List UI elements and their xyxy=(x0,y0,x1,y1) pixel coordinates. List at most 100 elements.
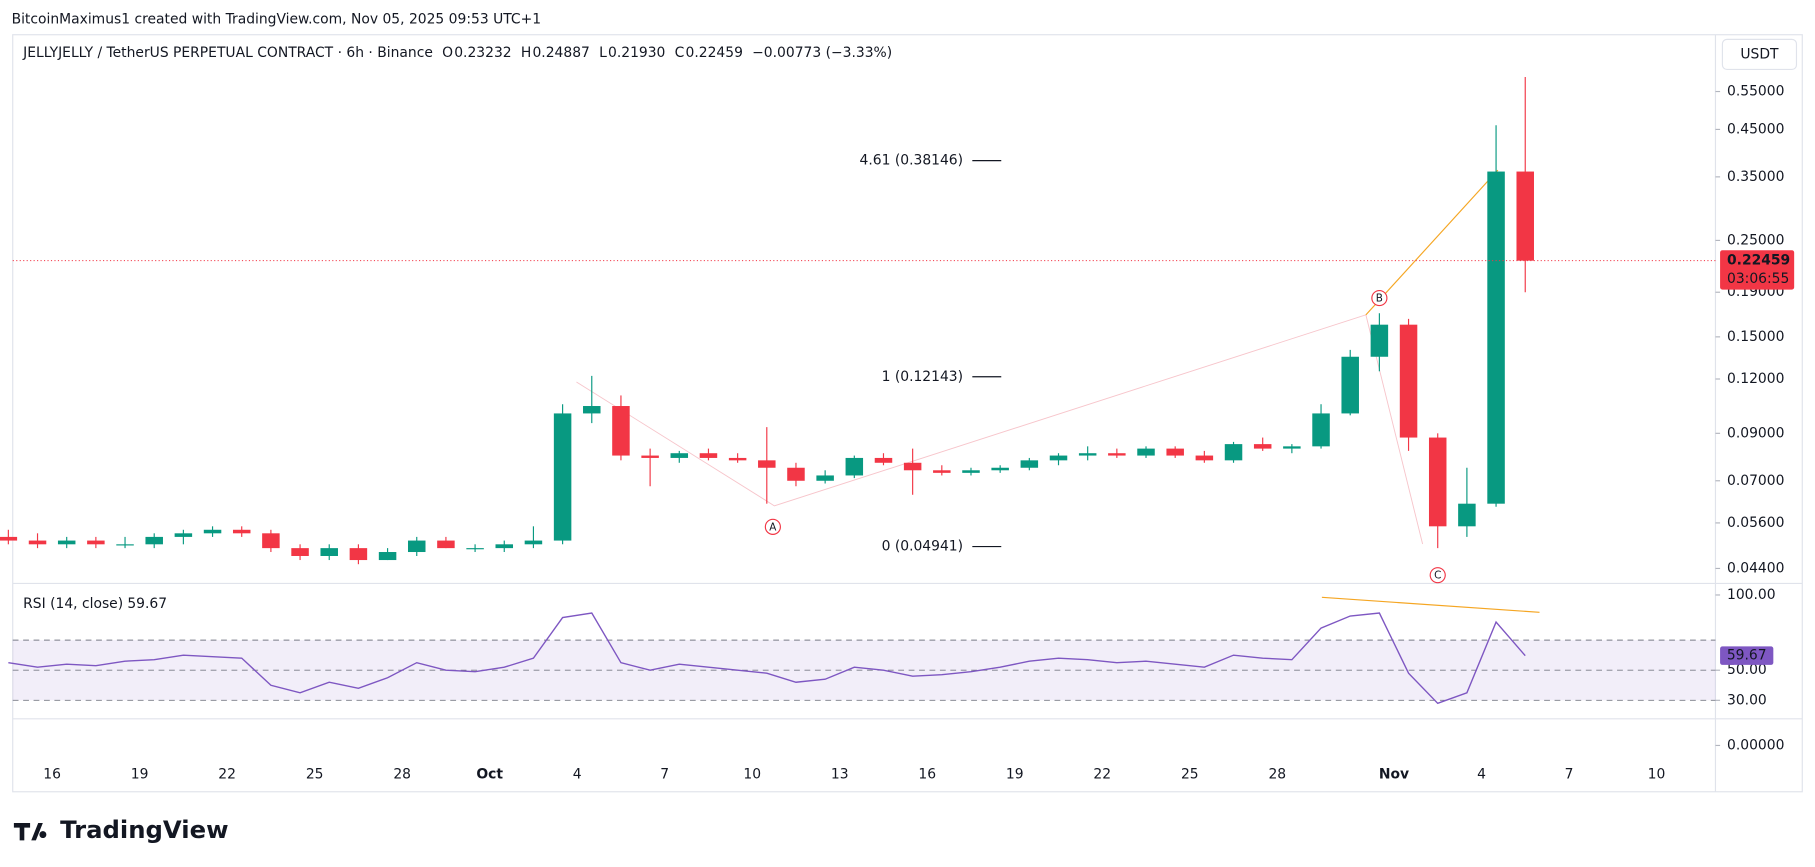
x-tick-label: 25 xyxy=(306,766,324,782)
currency-button[interactable] xyxy=(1721,38,1798,71)
ohlc-value: 0.21930 xyxy=(608,45,665,61)
candle-body xyxy=(262,533,280,549)
candle-body xyxy=(1137,448,1155,456)
brand: TradingView xyxy=(60,815,228,844)
candle-body xyxy=(28,540,47,545)
x-tick-label: 16 xyxy=(43,766,61,782)
candle-body xyxy=(728,457,747,461)
x-tick-label: 22 xyxy=(1093,766,1111,782)
caption: BitcoinMaximus1 created with TradingView… xyxy=(12,12,541,28)
y-tick-label: 0.25000 xyxy=(1727,232,1784,248)
y-tick-label: 0.00000 xyxy=(1727,737,1784,753)
fib-label: 4.61 (0.38146) xyxy=(860,153,964,169)
divergence-line xyxy=(1321,596,1540,613)
y-tick-label: 0.04400 xyxy=(1727,560,1784,576)
pattern-label: C xyxy=(1434,570,1441,582)
pattern-point xyxy=(764,518,781,535)
ohlc-value: 0.23232 xyxy=(454,45,511,61)
y-tick-label: 0.12000 xyxy=(1727,371,1784,387)
x-tick-label: 4 xyxy=(573,766,582,782)
x-tick-label: 10 xyxy=(743,766,761,782)
candle-body xyxy=(933,470,951,473)
y-tick-label: 0.55000 xyxy=(1727,84,1784,100)
x-tick-label: 13 xyxy=(831,766,849,782)
ohlc-label: H xyxy=(521,45,531,61)
y-tick-label: 0.35000 xyxy=(1727,169,1784,185)
abc-pattern xyxy=(576,314,1424,545)
y-tick-label: 30.00 xyxy=(1727,692,1767,708)
candle-body xyxy=(1399,324,1418,438)
pattern-label: A xyxy=(769,521,777,533)
pattern-label: B xyxy=(1376,293,1383,305)
candle-body xyxy=(1195,455,1214,461)
rsi-value: 59.67 xyxy=(127,596,167,612)
y-tick-label: 0.15000 xyxy=(1727,329,1784,345)
candle-body xyxy=(437,540,455,549)
candle-body xyxy=(1283,446,1301,449)
candle-body xyxy=(641,455,659,458)
rsi-title: RSI (14, close) xyxy=(23,596,123,612)
candle-body xyxy=(1370,324,1389,357)
candle-body xyxy=(87,540,105,545)
last-price-tag xyxy=(1720,250,1795,290)
x-tick-label: Oct xyxy=(476,766,503,782)
x-tick-label: 16 xyxy=(918,766,936,782)
candle-body xyxy=(524,540,543,545)
symbol: JELLYJELLY / TetherUS PERPETUAL CONTRACT… xyxy=(22,45,433,61)
candle-body xyxy=(57,540,76,545)
candle-body xyxy=(787,467,805,481)
y-tick-label: 0.09000 xyxy=(1727,425,1784,441)
ohlc-value: 0.24887 xyxy=(532,45,589,61)
x-tick-label: 19 xyxy=(131,766,149,782)
candle-body xyxy=(1108,453,1126,456)
x-tick-label: 28 xyxy=(393,766,411,782)
y-tick-label: 100.00 xyxy=(1727,587,1776,603)
fib-label: 0 (0.04941) xyxy=(882,539,963,555)
candle-body xyxy=(1049,455,1068,461)
x-tick-label: 19 xyxy=(1006,766,1024,782)
candle-body xyxy=(699,453,718,458)
candle-body xyxy=(1516,171,1534,261)
pattern-point xyxy=(1429,567,1446,584)
candle-body xyxy=(1312,413,1330,447)
x-tick-label: 7 xyxy=(1565,766,1574,782)
candle-body xyxy=(495,544,514,549)
candle-body xyxy=(1458,503,1476,527)
ohlc-label: O xyxy=(442,45,453,61)
change: −0.00773 (−3.33%) xyxy=(752,45,892,61)
frame xyxy=(12,34,1803,793)
y-tick-label: 50.00 xyxy=(1727,662,1767,678)
rsi-value-tag-label: 59.67 xyxy=(1727,648,1767,664)
candle-body xyxy=(991,467,1009,471)
x-tick-label: 10 xyxy=(1648,766,1666,782)
candle-body xyxy=(145,536,163,545)
currency[interactable]: USDT xyxy=(1740,46,1779,62)
candle-body xyxy=(203,529,222,534)
last-price-label: 0.22459 xyxy=(1727,253,1790,269)
fib-label: 1 (0.12143) xyxy=(882,369,963,385)
candle-body xyxy=(758,460,776,468)
x-tick-label: 4 xyxy=(1477,766,1486,782)
candle-body xyxy=(0,536,18,541)
candle-body xyxy=(1166,448,1184,456)
pattern-point xyxy=(1371,289,1388,307)
candle-body xyxy=(553,413,572,541)
y-tick-label: 0.07000 xyxy=(1727,473,1784,489)
logo: TradingView xyxy=(13,815,229,844)
candle-body xyxy=(349,548,368,561)
ohlc-value: 0.22459 xyxy=(686,45,743,61)
x-tick-label: 7 xyxy=(660,766,669,782)
rsi-line xyxy=(8,612,1526,705)
trend-line xyxy=(1365,169,1499,316)
y-tick-label: 0.45000 xyxy=(1727,121,1784,137)
candle-body xyxy=(1253,444,1272,449)
candle-body xyxy=(612,406,630,456)
candle-body xyxy=(874,457,893,463)
ohlc-label: L xyxy=(599,45,607,61)
countdown: 03:06:55 xyxy=(1727,271,1789,287)
candle-body xyxy=(583,406,601,414)
ohlc-label: C xyxy=(675,45,685,61)
